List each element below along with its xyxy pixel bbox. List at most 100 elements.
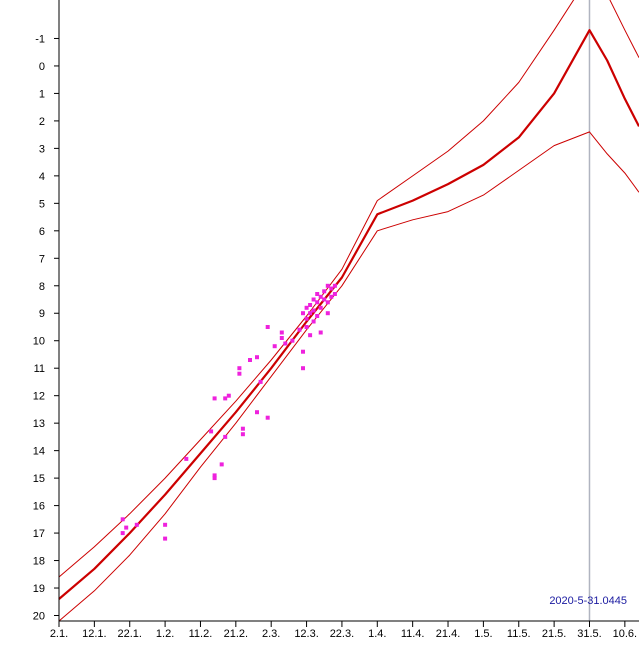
y-tick-label: 8 — [39, 281, 45, 293]
y-tick-label: 2 — [39, 116, 45, 128]
data-point — [212, 476, 217, 481]
data-point — [163, 522, 168, 527]
y-tick-label: 11 — [34, 363, 45, 375]
data-point — [184, 456, 189, 461]
data-point — [290, 338, 295, 343]
x-tick-label: 12.1. — [82, 628, 106, 640]
curve-central — [58, 29, 639, 600]
data-point — [163, 536, 168, 541]
data-point — [255, 355, 259, 360]
data-point — [325, 311, 330, 316]
data-point — [279, 330, 284, 335]
data-point — [301, 311, 305, 316]
data-point — [223, 396, 228, 401]
y-tick-label: 12 — [33, 391, 45, 403]
data-point — [304, 305, 309, 310]
data-point — [315, 300, 320, 305]
y-tick-label: 4 — [39, 171, 45, 183]
y-tick-label: 6 — [39, 226, 45, 238]
x-tick-label: 12.3. — [294, 628, 318, 640]
data-point — [329, 294, 334, 299]
data-point — [304, 316, 309, 321]
y-tick-label: 17 — [33, 528, 45, 540]
data-point — [265, 415, 270, 420]
y-tick-label: 15 — [33, 473, 45, 485]
data-point — [308, 333, 313, 338]
data-point — [318, 305, 323, 310]
data-point — [237, 366, 242, 371]
data-point — [311, 319, 316, 324]
y-tick-label: 5 — [39, 198, 45, 210]
data-point — [237, 371, 242, 376]
data-point — [304, 325, 309, 329]
x-tick-label: 10.6. — [613, 628, 637, 640]
y-tick-label: 16 — [33, 501, 45, 513]
x-tick-label: 21.4. — [436, 628, 460, 640]
data-point — [240, 432, 245, 437]
x-tick-label: 11.4. — [401, 628, 425, 640]
y-tick-label: -1 — [35, 33, 45, 45]
data-point — [332, 283, 337, 288]
data-point — [325, 283, 330, 288]
data-point — [308, 311, 313, 316]
data-point — [311, 297, 316, 302]
y-tick-label: 20 — [33, 611, 45, 623]
x-tick-label: 11.2. — [189, 628, 213, 640]
y-tick-label: 13 — [33, 418, 45, 430]
x-tick-label: 1.2. — [156, 628, 174, 640]
data-point — [318, 330, 323, 335]
data-point — [322, 289, 327, 294]
x-tick-label: 31.5. — [577, 628, 601, 640]
curve-layer — [58, 0, 639, 622]
data-point — [255, 410, 259, 415]
data-point — [120, 531, 125, 536]
data-point — [223, 434, 228, 439]
x-tick-label: 22.1. — [117, 628, 141, 640]
data-point — [301, 349, 305, 354]
data-point — [120, 517, 125, 522]
data-point — [297, 327, 302, 332]
y-tick-label: 7 — [39, 253, 45, 265]
data-point — [315, 314, 320, 318]
curve-lower — [58, 131, 639, 622]
x-tick-label: 1.4. — [368, 628, 386, 640]
data-point — [124, 525, 129, 530]
data-point — [219, 462, 224, 467]
data-point — [308, 303, 313, 307]
data-point — [283, 341, 288, 346]
y-tick-label: 19 — [33, 583, 45, 595]
x-tick-label: 21.2. — [224, 628, 248, 640]
data-point — [329, 286, 334, 291]
data-point — [265, 325, 270, 329]
data-point — [332, 292, 337, 296]
x-tick-label: 11.5. — [507, 628, 531, 640]
axis-layer — [58, 0, 639, 622]
data-point — [318, 294, 323, 299]
data-point — [248, 358, 252, 362]
x-tick-label: 1.5. — [474, 628, 492, 640]
y-tick-label: 0 — [39, 61, 45, 73]
x-tick-label: 2.3. — [262, 628, 280, 640]
y-tick-label: 10 — [33, 336, 45, 348]
data-point — [311, 308, 316, 313]
y-tick-label: 9 — [39, 308, 45, 320]
data-point — [272, 344, 277, 349]
data-point — [322, 297, 327, 302]
data-point — [134, 522, 139, 527]
date-stamp: 2020-5-31.0445 — [549, 595, 627, 607]
y-tick-label: 3 — [39, 143, 45, 155]
curve-upper — [58, 0, 639, 578]
y-tick-label: 14 — [33, 446, 45, 458]
x-tick-label: 21.5. — [542, 628, 566, 640]
y-tick-label: 1 — [39, 88, 45, 100]
data-point — [315, 292, 320, 296]
data-point — [279, 336, 284, 340]
y-tick-label: 18 — [33, 556, 45, 568]
data-point — [301, 366, 305, 371]
data-point — [209, 429, 214, 434]
data-point — [258, 379, 263, 384]
data-point — [240, 426, 245, 431]
data-point — [212, 473, 217, 478]
